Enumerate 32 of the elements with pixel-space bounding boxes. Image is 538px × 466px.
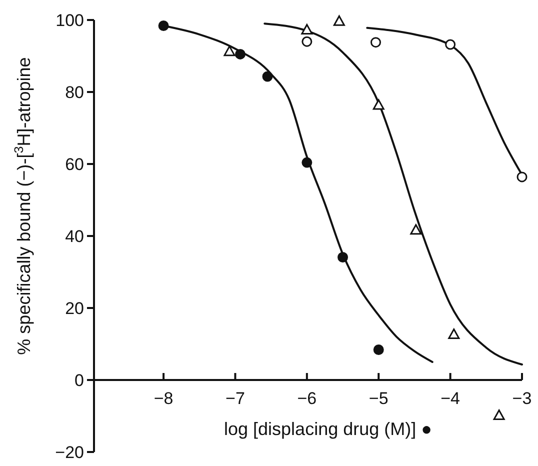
y-tick-label: 80 [65, 82, 84, 102]
x-tick-label: −6 [297, 389, 317, 408]
point [493, 410, 505, 420]
y-tick-label: 0 [74, 370, 84, 390]
point [516, 172, 528, 182]
x-tick-label: −3 [512, 389, 532, 408]
point [235, 48, 246, 60]
y-tick-label: 60 [65, 154, 84, 174]
y-tick-label: 100 [56, 10, 84, 30]
x-axis-title: log [displacing drug (M)] ● [224, 419, 432, 439]
point [410, 224, 422, 235]
point [224, 46, 236, 56]
point [301, 24, 313, 34]
y-tick-label: 20 [65, 298, 84, 318]
point [333, 15, 345, 26]
point [373, 344, 384, 356]
point [370, 37, 381, 48]
point [262, 71, 273, 82]
x-tick-label: −8 [154, 389, 174, 408]
point [448, 328, 460, 340]
point [445, 39, 456, 50]
y-tick-label: −20 [55, 442, 84, 462]
y-tick-label: 40 [65, 226, 84, 246]
x-tick-label: −7 [226, 389, 245, 408]
point [302, 157, 312, 168]
point [158, 20, 169, 32]
line-series [264, 22, 523, 366]
x-tick-label: −4 [440, 389, 460, 408]
point [372, 99, 384, 110]
x-tick-label: −5 [368, 389, 388, 408]
point [302, 36, 312, 47]
point [338, 252, 348, 262]
